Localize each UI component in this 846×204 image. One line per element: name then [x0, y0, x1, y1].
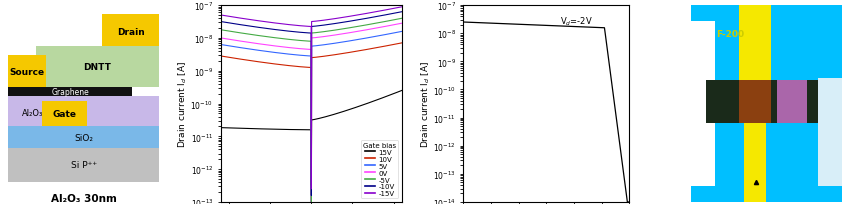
Text: SiO₂: SiO₂ [74, 133, 93, 142]
FancyBboxPatch shape [744, 81, 766, 202]
Text: V$_d$=-2V: V$_d$=-2V [560, 16, 592, 28]
Y-axis label: Drain current I$_d$ [A]: Drain current I$_d$ [A] [419, 61, 431, 147]
FancyBboxPatch shape [777, 81, 807, 124]
FancyBboxPatch shape [8, 87, 132, 96]
FancyBboxPatch shape [8, 127, 159, 148]
FancyBboxPatch shape [8, 148, 159, 182]
FancyBboxPatch shape [41, 102, 87, 127]
FancyBboxPatch shape [739, 81, 771, 124]
FancyBboxPatch shape [691, 22, 715, 186]
FancyBboxPatch shape [8, 55, 47, 87]
Text: F-200: F-200 [717, 30, 744, 39]
Legend: 15V, 10V, 5V, 0V, -5V, -10V, -15V: 15V, 10V, 5V, 0V, -5V, -10V, -15V [361, 140, 398, 198]
Text: Drain: Drain [117, 28, 145, 37]
FancyBboxPatch shape [706, 81, 817, 124]
Text: Source: Source [10, 68, 45, 77]
FancyBboxPatch shape [8, 96, 159, 127]
Text: Al₂O₃: Al₂O₃ [22, 109, 43, 118]
FancyBboxPatch shape [691, 6, 842, 202]
FancyBboxPatch shape [817, 79, 842, 186]
Text: Si P⁺⁺: Si P⁺⁺ [71, 161, 97, 170]
FancyBboxPatch shape [739, 6, 771, 81]
Text: Gate: Gate [52, 110, 76, 119]
FancyBboxPatch shape [36, 47, 159, 87]
Text: Al₂O₃ 30nm: Al₂O₃ 30nm [51, 193, 117, 203]
FancyBboxPatch shape [102, 15, 159, 47]
Y-axis label: Drain current I$_d$ [A]: Drain current I$_d$ [A] [177, 61, 189, 147]
Text: Graphene: Graphene [52, 88, 89, 97]
Text: DNTT: DNTT [84, 63, 112, 72]
